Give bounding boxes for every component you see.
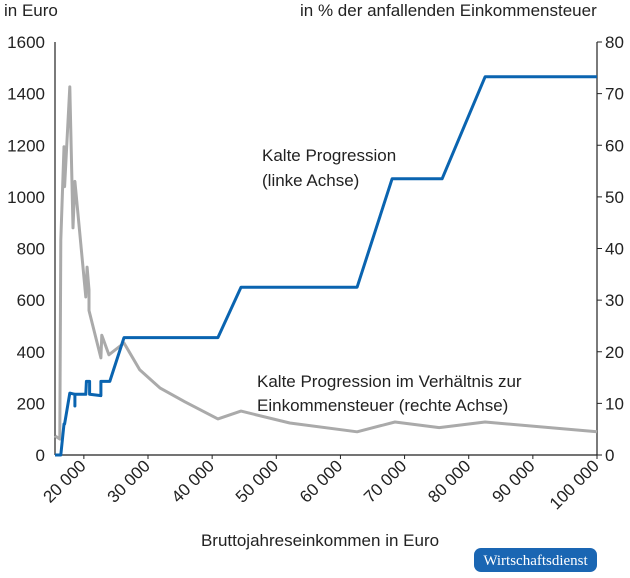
x-tick-label: 40 000 xyxy=(168,456,218,506)
x-tick-label: 60 000 xyxy=(296,456,346,506)
x-tick-label: 80 000 xyxy=(424,456,474,506)
y-left-tick-label: 600 xyxy=(17,291,45,310)
wirtschaftsdienst-logo: Wirtschaftsdienst xyxy=(474,548,597,572)
y-left-tick-label: 400 xyxy=(17,343,45,362)
x-tick-label: 50 000 xyxy=(232,456,282,506)
y-right-tick-label: 70 xyxy=(605,85,624,104)
logo-text: Wirtschaftsdienst xyxy=(483,553,588,569)
x-tick-label: 20 000 xyxy=(39,456,89,506)
axes: 0 200 400 600 800 1000 1200 1400 1600 0 10 20 30 40 50… xyxy=(7,33,624,513)
y-right-tick-label: 60 xyxy=(605,136,624,155)
x-tick-label: 30 000 xyxy=(104,456,154,506)
y-left-tick-label: 1600 xyxy=(7,33,45,52)
y-right-tick-label: 20 xyxy=(605,343,624,362)
annotation-right-1: Kalte Progression im Verhältnis zur xyxy=(257,372,522,391)
y-right-tick-label: 40 xyxy=(605,240,624,259)
series-group xyxy=(54,75,598,457)
x-tick-label: 100 000 xyxy=(546,456,603,513)
y-right-tick-label: 0 xyxy=(605,446,614,465)
y-right-tick-label: 80 xyxy=(605,33,624,52)
x-tick-label: 70 000 xyxy=(360,456,410,506)
x-tick-label: 90 000 xyxy=(488,456,538,506)
y-left-tick-label: 1200 xyxy=(7,136,45,155)
y-left-tick-label: 1400 xyxy=(7,85,45,104)
logo-background xyxy=(474,548,597,572)
y-left-tick-label: 1000 xyxy=(7,188,45,207)
left-axis-title: in Euro xyxy=(4,1,58,20)
right-axis-title: in % der anfallenden Einkommensteuer xyxy=(300,1,597,20)
y-left-tick-label: 800 xyxy=(17,240,45,259)
y-right-tick-label: 50 xyxy=(605,188,624,207)
series-line-verhaeltnis xyxy=(54,85,598,441)
y-right-tick-label: 10 xyxy=(605,394,624,413)
annotation-right-2: Einkommensteuer (rechte Achse) xyxy=(257,396,508,415)
y-left-tick-label: 200 xyxy=(17,394,45,413)
annotation-left-1: Kalte Progression xyxy=(262,146,396,165)
series-line-kalte-progression xyxy=(55,75,597,457)
y-left-tick-label: 0 xyxy=(36,446,45,465)
annotation-left-2: (linke Achse) xyxy=(262,171,359,190)
x-axis-title: Bruttojahreseinkommen in Euro xyxy=(201,531,439,550)
y-right-tick-label: 30 xyxy=(605,291,624,310)
